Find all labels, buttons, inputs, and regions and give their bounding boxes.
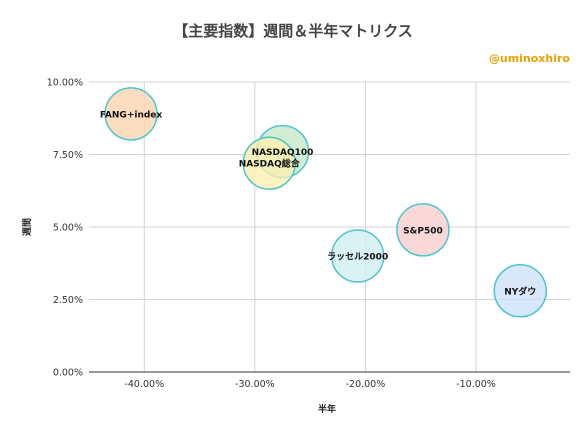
y-tick-label: 0.00% [53,368,83,379]
bubble [242,136,296,190]
bubble-label: NASDAQ総合 [239,158,301,170]
bubble-label: NASDAQ100 [252,148,314,158]
x-axis-label: 半年 [318,403,336,415]
chart-title: 【主要指数】週間＆半年マトリクス [173,22,413,40]
tick-labels: 0.00% 2.50% 5.00% 7.50% 10.00% -40.00% -30.00%… [47,78,496,391]
bubble [396,203,450,257]
x-tick-label: -10.00% [456,379,496,390]
bubble [493,264,547,318]
x-tick-label: -40.00% [124,379,164,390]
grid-lines [89,81,570,372]
y-tick-label: 7.50% [53,150,83,161]
y-tick-label: 5.00% [53,223,83,234]
bubble [104,87,158,141]
bubble [330,229,385,283]
bubble-label: FANG+index [100,110,163,120]
y-tick-label: 2.50% [53,295,83,306]
credit-label: @uminoxhiro [489,52,571,65]
y-tick-label: 10.00% [47,78,83,89]
bubble-label: S&P500 [403,226,443,236]
x-tick-label: -30.00% [235,379,275,390]
x-tick-label: -20.00% [346,379,386,390]
y-axis-label: 週間 [22,218,33,236]
bubble-label: NYダウ [504,285,536,297]
bubble-label: ラッセル2000 [327,252,388,263]
